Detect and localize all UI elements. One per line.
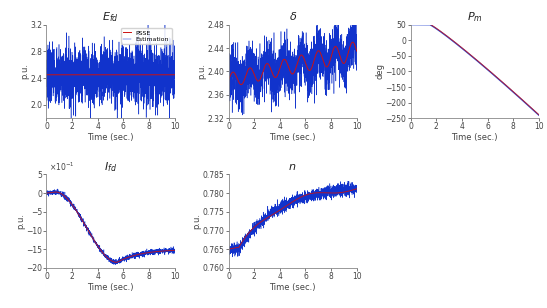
PSSE bbox=[109, 73, 115, 77]
Y-axis label: p.u.: p.u. bbox=[192, 213, 201, 229]
PSSE bbox=[139, 73, 146, 77]
Y-axis label: p.u.: p.u. bbox=[197, 63, 206, 79]
Title: $n$: $n$ bbox=[288, 162, 297, 172]
Estimation bbox=[114, 121, 120, 124]
Estimation bbox=[86, 68, 92, 71]
PSSE bbox=[171, 73, 178, 77]
Legend: PSSE, Estimation: PSSE, Estimation bbox=[120, 28, 172, 44]
Title: $E_{fd}$: $E_{fd}$ bbox=[102, 10, 119, 24]
Title: $\delta$: $\delta$ bbox=[288, 10, 297, 22]
PSSE bbox=[127, 73, 134, 77]
X-axis label: Time (sec.): Time (sec.) bbox=[451, 133, 498, 142]
Estimation bbox=[146, 96, 152, 99]
Estimation bbox=[139, 83, 146, 87]
Estimation bbox=[127, 77, 134, 80]
Estimation bbox=[43, 80, 50, 83]
Estimation bbox=[109, 60, 115, 64]
Title: $P_m$: $P_m$ bbox=[467, 10, 482, 24]
PSSE bbox=[43, 73, 50, 77]
Estimation bbox=[43, 48, 50, 52]
PSSE bbox=[86, 73, 92, 77]
Y-axis label: p.u.: p.u. bbox=[20, 63, 29, 79]
PSSE bbox=[43, 73, 50, 77]
Title: $I_{fd}$: $I_{fd}$ bbox=[104, 160, 117, 174]
Y-axis label: deg: deg bbox=[375, 63, 384, 79]
Line: Estimation: Estimation bbox=[46, 20, 174, 123]
X-axis label: Time (sec.): Time (sec.) bbox=[88, 133, 134, 142]
PSSE bbox=[146, 73, 152, 77]
Estimation bbox=[171, 65, 178, 69]
Estimation bbox=[145, 18, 152, 22]
X-axis label: Time (sec.): Time (sec.) bbox=[88, 282, 134, 291]
Y-axis label: p.u.: p.u. bbox=[16, 213, 25, 229]
X-axis label: Time (sec.): Time (sec.) bbox=[269, 133, 316, 142]
X-axis label: Time (sec.): Time (sec.) bbox=[269, 282, 316, 291]
Text: $\times10^{-1}$: $\times10^{-1}$ bbox=[49, 161, 74, 173]
